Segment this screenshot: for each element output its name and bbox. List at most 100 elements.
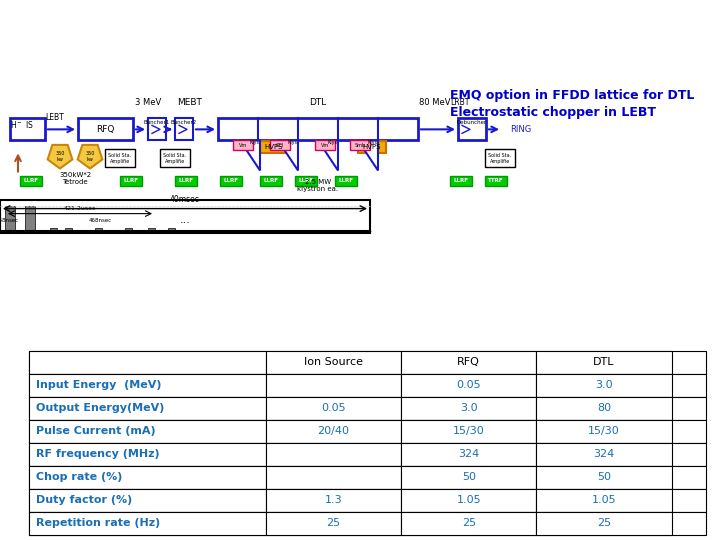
Bar [401, 489, 536, 512]
Text: 3.0: 3.0 [460, 403, 477, 414]
Text: SNS: SNS [644, 29, 679, 44]
FancyBboxPatch shape [160, 150, 190, 167]
Bar [29, 512, 266, 535]
Text: Chop rate (%): Chop rate (%) [35, 472, 122, 482]
Bar [536, 351, 672, 374]
Text: LRBT: LRBT [450, 98, 469, 107]
FancyBboxPatch shape [220, 176, 242, 186]
Text: LEBT: LEBT [45, 113, 64, 123]
Text: 324: 324 [593, 449, 615, 460]
Bar [168, 228, 175, 231]
Text: 25: 25 [462, 518, 476, 528]
Text: 3 MeV: 3 MeV [135, 98, 161, 107]
Bar [266, 489, 401, 512]
Bar [536, 420, 672, 443]
Text: Electrostatic chopper in LEBT: Electrostatic chopper in LEBT [450, 106, 656, 119]
Bar [266, 465, 401, 489]
Bar [25, 206, 35, 231]
Text: 80 MeV: 80 MeV [419, 98, 451, 107]
Bar [266, 512, 401, 535]
Text: 1.05: 1.05 [592, 495, 616, 505]
Text: Vm: Vm [239, 143, 247, 148]
Bar [29, 397, 706, 420]
FancyBboxPatch shape [350, 140, 370, 151]
Text: Solid Sta.
Amplifie: Solid Sta. Amplifie [488, 153, 512, 164]
Bar [29, 489, 706, 512]
Text: 468nsec: 468nsec [89, 218, 112, 222]
FancyBboxPatch shape [295, 176, 317, 186]
Text: Solid Sta.
Amplifie: Solid Sta. Amplifie [109, 153, 132, 164]
Text: Ion Source: Ion Source [304, 357, 363, 368]
Text: HVPS: HVPS [363, 144, 382, 151]
Text: 350
kw: 350 kw [55, 151, 65, 162]
Bar [266, 374, 401, 397]
Bar [148, 228, 155, 231]
Text: 50: 50 [462, 472, 476, 482]
FancyBboxPatch shape [175, 176, 197, 186]
Text: CCl: CCl [276, 143, 284, 148]
Text: LLRF: LLRF [24, 178, 38, 183]
Text: LLRF: LLRF [264, 178, 279, 183]
Text: 50: 50 [597, 472, 611, 482]
Text: LLRF: LLRF [338, 178, 354, 183]
Text: RFQ: RFQ [96, 125, 114, 134]
FancyBboxPatch shape [120, 176, 142, 186]
Text: Repetition rate (Hz): Repetition rate (Hz) [35, 518, 160, 528]
Text: Klys: Klys [368, 140, 378, 145]
Bar [29, 443, 706, 465]
Text: 1.3: 1.3 [325, 495, 342, 505]
Text: 15/30: 15/30 [453, 426, 485, 436]
Text: MEBT: MEBT [178, 98, 202, 107]
Text: 350
kw: 350 kw [85, 151, 95, 162]
Polygon shape [278, 140, 298, 171]
Bar [401, 374, 536, 397]
Text: RF frequency (MHz): RF frequency (MHz) [35, 449, 159, 460]
Bar [125, 228, 132, 231]
Polygon shape [318, 140, 338, 171]
Text: Front End and H- Linac: Front End and H- Linac [108, 21, 497, 50]
Bar [536, 512, 672, 535]
Text: LLRF: LLRF [124, 178, 138, 183]
Bar [29, 420, 266, 443]
Text: Klys: Klys [328, 140, 338, 145]
Bar [29, 443, 266, 465]
FancyBboxPatch shape [20, 176, 42, 186]
Text: HVPS: HVPS [265, 144, 283, 151]
Text: LLRF: LLRF [223, 178, 238, 183]
Bar [266, 420, 401, 443]
Bar [65, 228, 72, 231]
Text: Buncher2: Buncher2 [171, 120, 197, 125]
Text: 324: 324 [458, 449, 480, 460]
Bar [401, 420, 536, 443]
FancyBboxPatch shape [233, 140, 253, 151]
Text: 421.2usec: 421.2usec [64, 206, 96, 211]
FancyBboxPatch shape [270, 140, 290, 151]
Text: Klys: Klys [250, 140, 260, 145]
FancyBboxPatch shape [78, 118, 133, 140]
Text: RFQ: RFQ [457, 357, 480, 368]
Bar [266, 397, 401, 420]
Bar [401, 351, 536, 374]
Text: 2.5 MW
klystron ea.: 2.5 MW klystron ea. [297, 179, 338, 192]
Text: 0.05: 0.05 [321, 403, 346, 414]
Text: H$^-$ IS: H$^-$ IS [10, 119, 34, 130]
Text: Output Energy(MeV): Output Energy(MeV) [35, 403, 164, 414]
FancyBboxPatch shape [335, 176, 357, 186]
Bar [29, 351, 266, 374]
Bar [29, 489, 266, 512]
FancyBboxPatch shape [218, 118, 418, 140]
Text: 25: 25 [597, 518, 611, 528]
Polygon shape [358, 140, 378, 171]
Text: LLRF: LLRF [299, 178, 313, 183]
Text: RING: RING [510, 125, 531, 134]
Bar [536, 374, 672, 397]
Text: 40msec: 40msec [170, 194, 200, 204]
Bar [95, 228, 102, 231]
FancyBboxPatch shape [450, 176, 472, 186]
Text: Pulse Current (mA): Pulse Current (mA) [35, 426, 156, 436]
FancyBboxPatch shape [315, 140, 335, 151]
Text: Smb: Smb [354, 143, 366, 148]
Text: Input Energy  (MeV): Input Energy (MeV) [35, 380, 161, 390]
Text: 20/40: 20/40 [318, 426, 349, 436]
Text: Buncher1: Buncher1 [144, 120, 170, 125]
